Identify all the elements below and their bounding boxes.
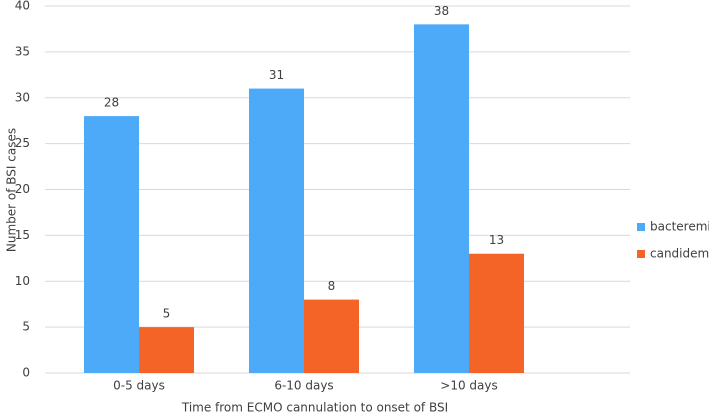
y-axis-label: Number of BSI cases: [5, 128, 19, 252]
x-axis-label: Time from ECMO cannulation to onset of B…: [181, 401, 448, 415]
y-tick-label: 5: [22, 320, 30, 334]
y-tick-label: 25: [15, 136, 30, 150]
legend-swatch: [637, 250, 645, 258]
x-tick-label: 0-5 days: [113, 379, 165, 393]
bar: [249, 88, 304, 373]
y-tick-label: 40: [15, 0, 30, 13]
x-tick-label: 6-10 days: [274, 379, 333, 393]
data-label: 8: [328, 279, 336, 293]
bar: [84, 116, 139, 373]
y-tick-label: 15: [15, 228, 30, 242]
y-tick-label: 20: [15, 182, 30, 196]
data-label: 28: [104, 96, 119, 110]
bar: [304, 299, 359, 373]
y-tick-label: 35: [15, 44, 30, 58]
bar: [469, 253, 524, 373]
x-tick-label: >10 days: [440, 379, 497, 393]
legend-label: bacteremia: [650, 220, 709, 234]
legend-label: candidemia: [650, 247, 709, 261]
bar: [414, 24, 469, 373]
y-tick-label: 30: [15, 90, 30, 104]
data-label: 13: [489, 233, 504, 247]
y-tick-label: 0: [22, 366, 30, 380]
data-label: 5: [163, 307, 171, 321]
data-label: 38: [434, 4, 449, 18]
data-label: 31: [269, 68, 284, 82]
bar: [139, 327, 194, 373]
y-tick-label: 10: [15, 274, 30, 288]
legend-swatch: [637, 223, 645, 231]
